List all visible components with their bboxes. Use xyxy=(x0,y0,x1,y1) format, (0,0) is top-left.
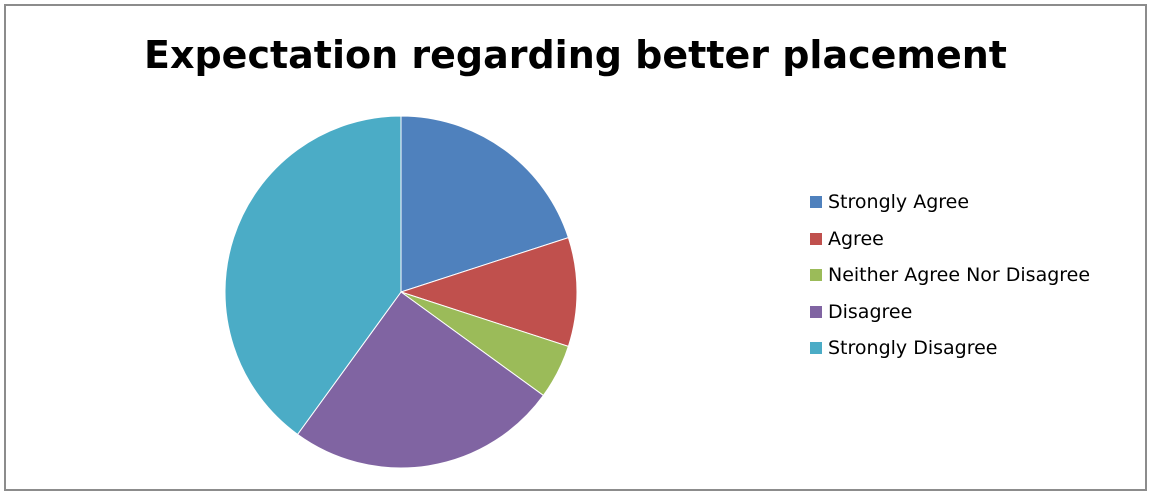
legend-item-neither: Neither Agree Nor Disagree xyxy=(810,257,1090,294)
legend-label-agree: Agree xyxy=(828,227,884,250)
chart-legend: Strongly Agree Agree Neither Agree Nor D… xyxy=(810,184,1090,367)
legend-swatch-agree xyxy=(810,232,822,245)
pie-slice-strongly-disagree xyxy=(224,115,402,436)
legend-label-strongly-disagree: Strongly Disagree xyxy=(828,337,998,360)
pie-slice-strongly-agree xyxy=(400,115,570,293)
pie-slice-agree xyxy=(399,236,578,348)
legend-label-disagree: Disagree xyxy=(828,300,913,323)
legend-label-strongly-agree: Strongly Agree xyxy=(828,191,970,214)
legend-swatch-strongly-agree xyxy=(810,196,822,209)
legend-swatch-disagree xyxy=(810,305,822,318)
legend-item-strongly-disagree: Strongly Disagree xyxy=(810,330,1090,367)
legend-swatch-strongly-disagree xyxy=(810,342,822,355)
chart-frame xyxy=(4,4,1147,491)
legend-item-agree: Agree xyxy=(810,221,1090,258)
chart-title: Expectation regarding better placement xyxy=(144,33,1007,77)
pie-slices xyxy=(224,115,578,469)
legend-item-strongly-agree: Strongly Agree xyxy=(810,184,1090,221)
legend-label-neither: Neither Agree Nor Disagree xyxy=(828,264,1091,287)
legend-swatch-neither xyxy=(810,269,822,282)
legend-item-disagree: Disagree xyxy=(810,294,1090,331)
pie-slice-disagree xyxy=(296,291,545,469)
